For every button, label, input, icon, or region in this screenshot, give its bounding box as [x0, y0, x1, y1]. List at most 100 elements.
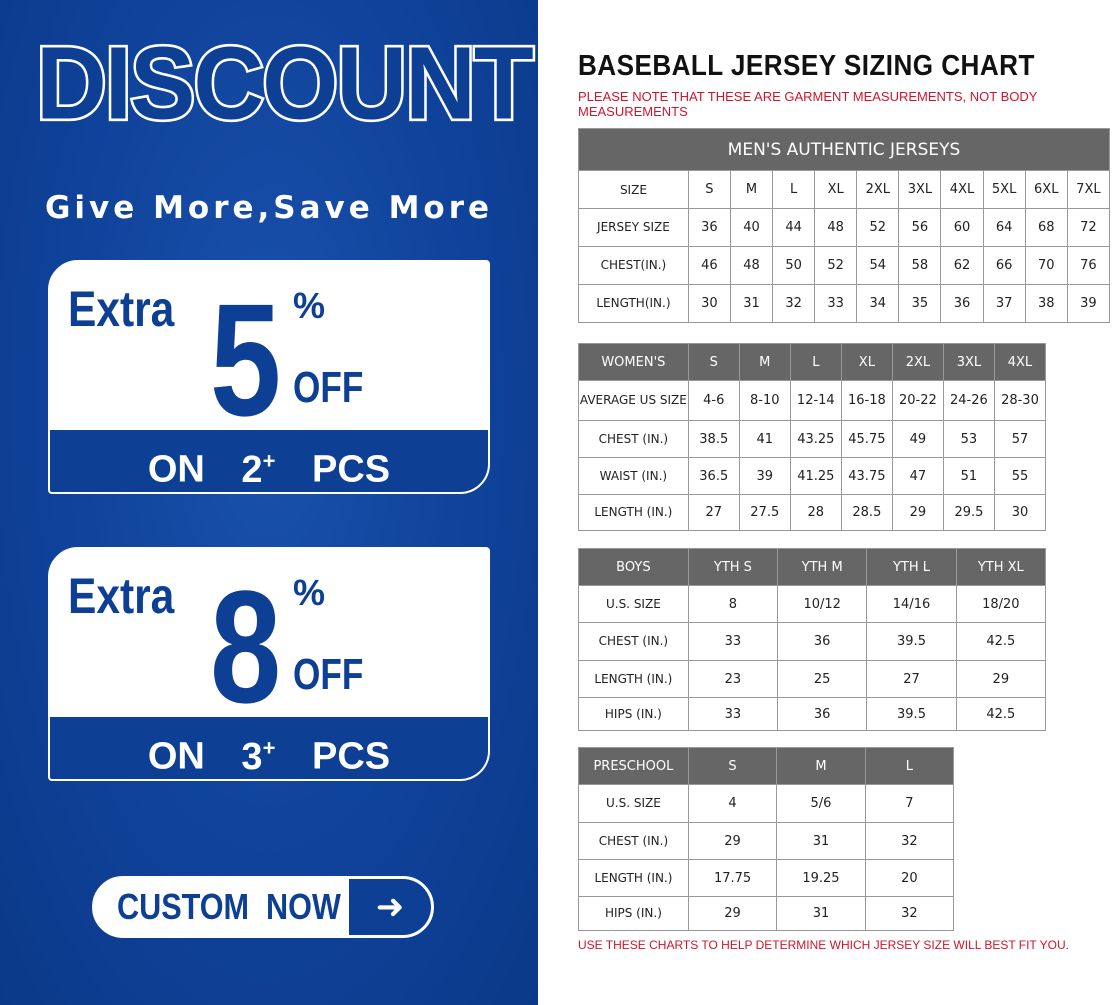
table-cell: 68 [1024, 208, 1068, 247]
table-cell: 27 [687, 494, 740, 531]
offer-amount: 8 [210, 557, 282, 736]
table-cell: 14/16 [866, 585, 957, 623]
table-cell: 57 [993, 420, 1047, 458]
header-cell: SIZE [578, 170, 689, 209]
table-row: CHEST (IN.) 29 31 32 [578, 822, 955, 860]
table-cell: 33 [814, 284, 858, 323]
table-cell: 42.5 [955, 697, 1047, 731]
table-cell: 29 [891, 494, 944, 531]
offer-percent: % [293, 285, 326, 326]
custom-now-button[interactable]: CUSTOM NOW ➜ [92, 876, 434, 938]
table-row: HIPS (IN.) 33 36 39.5 42.5 [578, 697, 1047, 731]
table-cell: 76 [1066, 246, 1111, 285]
table-cell: 39.5 [866, 697, 957, 731]
header-cell: 6XL [1024, 170, 1068, 209]
custom-now-label: CUSTOM NOW [117, 886, 341, 927]
table-cell: 12-14 [789, 380, 842, 421]
table-cell: 52 [856, 208, 900, 247]
row-label: CHEST (IN.) [578, 822, 689, 860]
table-cell: 34 [856, 284, 900, 323]
header-cell: M [738, 343, 791, 381]
table-cell: 32 [864, 896, 955, 931]
table-cell: 28.5 [840, 494, 893, 531]
header-row: WOMEN'S S M L XL 2XL 3XL 4XL [578, 343, 1047, 381]
table-cell: 23 [687, 660, 779, 698]
header-cell: 4XL [993, 343, 1047, 381]
table-cell: 19.25 [776, 859, 866, 897]
table-cell: 29 [955, 660, 1047, 698]
pcs-text: PCS [311, 735, 391, 778]
header-cell: M [776, 747, 866, 785]
table-row: U.S. SIZE 4 5/6 7 [578, 784, 955, 823]
table-row: AVERAGE US SIZE 4-6 8-10 12-14 16-18 20-22 24-… [578, 380, 1047, 421]
header-cell: L [789, 343, 842, 381]
table-row: CHEST(IN.) 46 48 50 52 54 58 62 66 70 76 [578, 246, 1111, 285]
offer-extra: Extra [68, 568, 175, 624]
header-row: BOYS YTH S YTH M YTH L YTH XL [578, 548, 1047, 586]
table-cell: 20 [864, 859, 955, 897]
row-label: U.S. SIZE [578, 784, 689, 823]
table-cell: 32 [864, 822, 955, 860]
table-caption: MEN'S AUTHENTIC JERSEYS [578, 128, 1110, 171]
qty-number: 2 [241, 448, 263, 491]
header-cell: 5XL [982, 170, 1026, 209]
header-cell: L [864, 747, 955, 785]
table-cell: 29 [687, 822, 778, 860]
table-cell: 39.5 [866, 622, 957, 661]
table-cell: 18/20 [955, 585, 1047, 623]
chart-note: PLEASE NOTE THAT THESE ARE GARMENT MEASU… [578, 89, 1038, 119]
table-cell: 70 [1024, 246, 1068, 285]
row-label: LENGTH(IN.) [578, 284, 689, 323]
table-cell: 49 [891, 420, 944, 458]
table-cell: 8-10 [738, 380, 791, 421]
chart-title: BASEBALL JERSEY SIZING CHART [578, 50, 1035, 82]
table-cell: 16-18 [840, 380, 893, 421]
table-cell: 72 [1066, 208, 1111, 247]
row-label: CHEST (IN.) [578, 420, 689, 458]
table-cell: 4 [687, 784, 778, 823]
row-label: AVERAGE US SIZE [578, 380, 689, 421]
table-cell: 28-30 [993, 380, 1047, 421]
header-cell: 3XL [942, 343, 995, 381]
table-cell: 41.25 [789, 457, 842, 495]
row-label: U.S. SIZE [578, 585, 689, 623]
header-cell: YTH XL [955, 548, 1047, 586]
offer-off: OFF [293, 363, 364, 412]
table-cell: 33 [687, 697, 779, 731]
offer-card-8: Extra 8 % OFF ON 3+ PCS [48, 547, 490, 781]
table-cell: 55 [993, 457, 1047, 495]
row-label: WAIST (IN.) [578, 457, 689, 495]
table-cell: 4-6 [687, 380, 740, 421]
table-cell: 48 [729, 246, 774, 285]
table-row: U.S. SIZE 8 10/12 14/16 18/20 [578, 585, 1047, 623]
on-text: ON [147, 735, 205, 778]
table-cell: 33 [687, 622, 779, 661]
table-cell: 36 [940, 284, 984, 323]
header-cell: S [687, 170, 731, 209]
table-row: HIPS (IN.) 29 31 32 [578, 896, 955, 931]
table-row: LENGTH (IN.) 27 27.5 28 28.5 29 29.5 30 [578, 494, 1047, 531]
table-cell: 37 [982, 284, 1026, 323]
table-cell: 35 [898, 284, 942, 323]
header-cell: YTH S [687, 548, 779, 586]
womens-size-table: WOMEN'S S M L XL 2XL 3XL 4XL AVERAGE US SIZE 4-6 8… [578, 343, 1047, 531]
table-cell: 36 [777, 622, 868, 661]
table-cell: 32 [772, 284, 816, 323]
table-cell: 5/6 [776, 784, 866, 823]
offer-condition: ON 2+ PCS [50, 430, 488, 492]
table-cell: 66 [982, 246, 1026, 285]
table-cell: 8 [687, 585, 779, 623]
table-cell: 17.75 [687, 859, 778, 897]
row-label: CHEST (IN.) [578, 622, 689, 661]
header-cell: S [687, 343, 740, 381]
table-cell: 62 [940, 246, 984, 285]
table-row: LENGTH (IN.) 17.75 19.25 20 [578, 859, 955, 897]
table-cell: 52 [814, 246, 858, 285]
table-cell: 38 [1024, 284, 1068, 323]
table-row: CHEST (IN.) 38.5 41 43.25 45.75 49 53 57 [578, 420, 1047, 458]
header-cell: BOYS [578, 548, 689, 586]
table-row: LENGTH(IN.) 30 31 32 33 34 35 36 37 38 39 [578, 284, 1111, 323]
table-cell: 36 [777, 697, 868, 731]
slogan: Give More,Save More [44, 190, 494, 226]
header-row: SIZE S M L XL 2XL 3XL 4XL 5XL 6XL 7XL [578, 170, 1111, 209]
